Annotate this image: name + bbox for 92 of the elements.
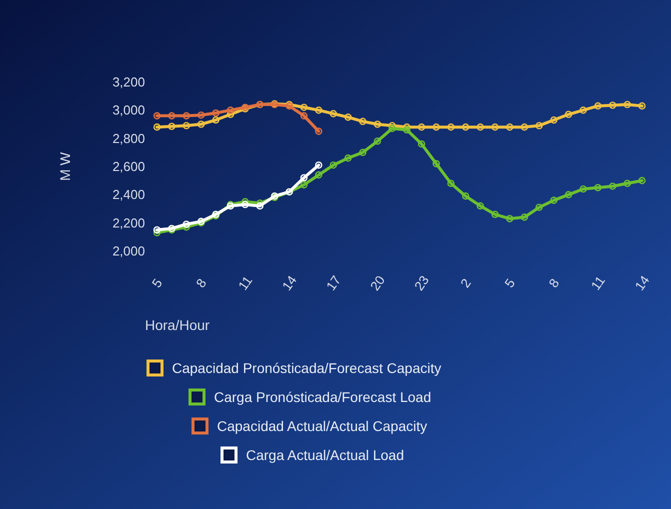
point [535,122,543,130]
point [564,191,572,198]
point [242,200,249,208]
legend-label: Carga Pronósticada/Forecast Load [214,388,432,405]
point [476,123,484,131]
point [535,204,543,211]
point [418,140,426,148]
x-tick-label: 2 [457,276,474,290]
point [388,124,396,132]
legend-label: Capacidad Actual/Actual Capacity [217,418,428,434]
point [153,229,161,236]
x-tick-label: 5 [148,276,166,290]
point [447,123,455,131]
point [153,112,161,120]
point [520,123,528,131]
x-tick-label: 11 [235,273,256,293]
point [359,118,366,126]
point [638,102,646,110]
point [550,116,558,124]
point [608,182,616,190]
point [564,110,572,118]
x-tick-label: 11 [588,273,608,293]
x-axis-title: Hora/Hour [145,317,210,333]
y-axis-title: M W [57,151,73,181]
point [182,112,190,120]
x-tick-label: 23 [411,272,432,294]
x-tick-label: 14 [279,272,300,294]
point [624,180,631,188]
point [462,192,470,200]
point [226,106,234,114]
point [608,102,616,109]
point [520,214,528,221]
point [491,210,499,218]
point [330,161,338,169]
legend-label: Capacidad Pronósticada/Forecast Capacity [172,360,442,376]
point [447,180,455,188]
point [153,123,161,131]
point [491,123,499,131]
point [594,184,602,192]
x-tick-label: 17 [323,272,344,294]
x-tick-label: 14 [632,272,652,294]
y-tick-label: 3,200 [112,74,145,90]
point [153,226,161,234]
point [374,120,382,128]
point [226,110,234,118]
point [197,120,205,128]
point [256,202,264,210]
y-tick-label: 2,400 [112,187,145,202]
point [315,106,322,114]
point [624,100,631,108]
point [330,110,338,118]
point [506,214,514,222]
point [168,112,176,120]
point [315,161,322,169]
point [594,102,602,110]
point [344,154,352,162]
y-tick-label: 2,200 [112,215,145,230]
x-tick-label: 8 [192,276,210,290]
y-tick-label: 3,000 [112,102,145,118]
point [212,116,220,124]
point [182,220,190,228]
y-tick-label: 2,000 [112,244,145,259]
point [580,106,587,114]
point [212,109,220,117]
point [550,196,558,204]
point [344,114,352,121]
point [182,122,190,130]
point [580,185,587,193]
point [374,138,382,145]
point [432,123,440,131]
point [359,148,366,156]
point [197,111,205,119]
point [403,126,410,134]
point [418,123,426,131]
y-tick-label: 2,800 [112,130,145,146]
x-tick-label: 5 [502,276,518,290]
point [432,160,440,168]
point [300,104,308,111]
point [300,112,308,120]
point [506,123,514,131]
y-tick-label: 2,600 [112,159,145,174]
point [168,122,176,130]
x-tick-label: 20 [367,272,388,294]
legend-label: Carga Actual/Actual Load [246,446,404,463]
point [315,128,322,135]
point [300,174,308,182]
point [315,171,322,179]
point [462,123,470,131]
x-tick-label: 8 [546,276,562,290]
point [476,202,484,210]
point [638,176,646,184]
point [300,181,308,188]
